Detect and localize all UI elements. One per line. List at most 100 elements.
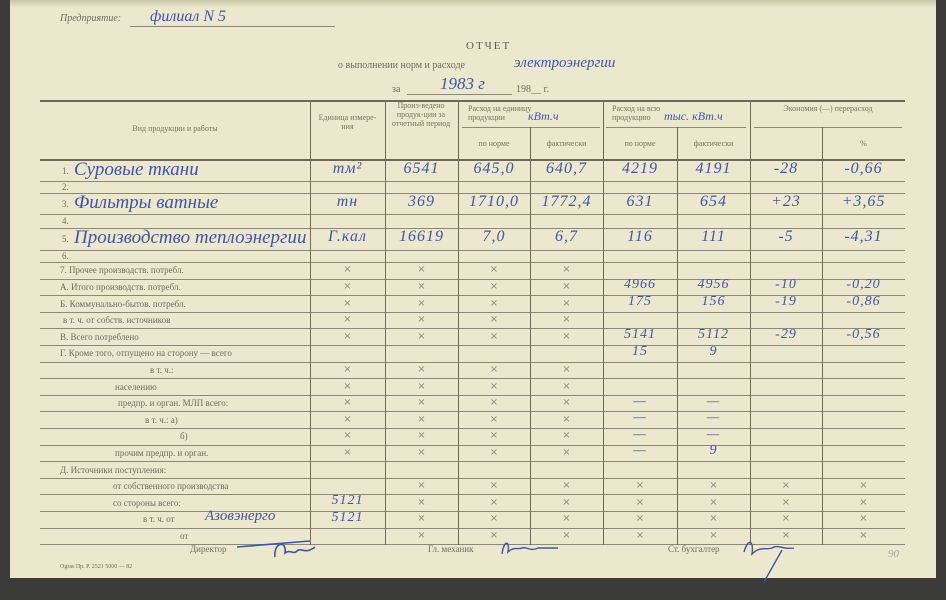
not-applicable-mark: × [489, 513, 499, 525]
row-value: -0,56 [846, 327, 881, 343]
report-subtitle: о выполнении норм и расходе [338, 60, 465, 71]
row-label: 7. Прочее производств. потребл. [60, 265, 184, 276]
row-value: -19 [775, 294, 797, 309]
row-source-name: Азовэнерго [205, 508, 276, 525]
row-divider [40, 394, 905, 396]
row-divider [40, 328, 905, 330]
row-divider [40, 311, 905, 313]
not-applicable-mark: × [417, 446, 426, 458]
col-header-total-norm: по норме [624, 139, 656, 148]
not-applicable-mark: × [635, 513, 645, 525]
table-row [40, 462, 905, 479]
per-unit-divider [462, 127, 600, 128]
not-applicable-mark: × [859, 529, 868, 541]
not-applicable-mark: × [489, 529, 499, 541]
row-divider [40, 477, 905, 479]
row-divider [40, 345, 905, 346]
not-applicable-mark: × [859, 480, 868, 492]
not-applicable-mark: × [781, 480, 791, 492]
not-applicable-mark: × [562, 513, 571, 525]
row-label: от собственного производства [113, 481, 229, 492]
row-value: -29 [775, 327, 797, 343]
row-number: 5. [62, 234, 69, 244]
row-divider [40, 527, 905, 529]
row-value: 4956 [697, 277, 730, 293]
not-applicable-mark: × [562, 330, 571, 342]
row-product-name: Суровые ткани [74, 158, 199, 180]
not-applicable-mark: × [417, 280, 426, 292]
col-header-produced: Произ-ведено продук-ции за отчетный пери… [391, 101, 451, 128]
not-applicable-mark: × [709, 529, 718, 541]
row-divider [40, 250, 905, 251]
column-divider [385, 100, 386, 546]
row-value: 654 [700, 192, 727, 210]
row-value: 111 [701, 228, 726, 245]
row-value: 6,7 [555, 228, 578, 245]
row-value: — [706, 393, 721, 409]
enterprise-label: Предприятие: [60, 13, 122, 24]
row-label: предпр. и орган. МЛП всего: [118, 398, 229, 409]
enterprise-value: филиал N 5 [150, 8, 226, 25]
row-value: 4966 [624, 277, 656, 293]
not-applicable-mark: × [417, 380, 426, 392]
not-applicable-mark: × [489, 330, 499, 342]
row-label: населению [115, 381, 157, 392]
not-applicable-mark: × [417, 413, 426, 425]
not-applicable-mark: × [343, 380, 352, 392]
row-value: -10 [775, 277, 797, 293]
row-number: 1. [62, 165, 69, 176]
not-applicable-mark: × [417, 496, 426, 508]
row-value: +23 [771, 192, 801, 210]
not-applicable-mark: × [781, 513, 791, 525]
row-value: — [633, 410, 647, 426]
not-applicable-mark: × [417, 480, 426, 492]
not-applicable-mark: × [489, 413, 499, 425]
not-applicable-mark: × [417, 264, 426, 276]
not-applicable-mark: × [489, 380, 499, 392]
col-header-fact: фактически [546, 139, 587, 148]
row-divider [40, 511, 905, 512]
row-divider [40, 461, 905, 463]
row-value: 4219 [622, 159, 658, 177]
row-label: в т. ч.: [150, 364, 174, 375]
not-applicable-mark: × [781, 529, 791, 541]
period-suffix: 198__ г. [516, 84, 549, 95]
row-label: Д. Источники поступления: [60, 464, 167, 475]
period-underline [407, 94, 512, 95]
mechanic-label: Гл. механик [428, 544, 474, 554]
economy-divider [754, 127, 902, 128]
not-applicable-mark: × [562, 297, 571, 309]
col-header-economy: Экономия (—) перерасход [783, 104, 873, 113]
mechanic-signature [501, 542, 558, 555]
not-applicable-mark: × [635, 496, 645, 508]
col-header-per-unit: Расход на единицу продукции [468, 104, 532, 122]
row-value: — [633, 393, 647, 409]
row-divider [40, 193, 905, 194]
row-value: -4,31 [844, 228, 883, 245]
not-applicable-mark: × [417, 513, 426, 525]
row-label: в т. ч. от собств. источников [63, 315, 171, 326]
not-applicable-mark: × [343, 264, 352, 276]
report-form-sheet [10, 0, 936, 578]
row-value: -0,20 [846, 277, 881, 293]
row-value: 16619 [399, 228, 444, 245]
not-applicable-mark: × [562, 397, 571, 409]
not-applicable-mark: × [343, 297, 352, 309]
row-value: 645,0 [473, 159, 515, 177]
row-value: 9 [709, 343, 718, 359]
row-divider [40, 444, 905, 446]
table-top-border [40, 100, 905, 102]
row-value: тм² [332, 159, 363, 177]
print-code: Ogras Пр. Р. 2521 5000 — 82 [60, 564, 133, 570]
not-applicable-mark: × [343, 330, 352, 342]
row-value: Г.кал [328, 228, 367, 245]
not-applicable-mark: × [417, 297, 426, 309]
row-number: 6. [62, 251, 69, 261]
not-applicable-mark: × [562, 380, 571, 392]
row-divider [40, 278, 905, 280]
not-applicable-mark: × [417, 397, 426, 409]
period-prefix: за [392, 84, 401, 95]
not-applicable-mark: × [417, 363, 426, 375]
not-applicable-mark: × [343, 430, 352, 442]
not-applicable-mark: × [489, 430, 499, 442]
